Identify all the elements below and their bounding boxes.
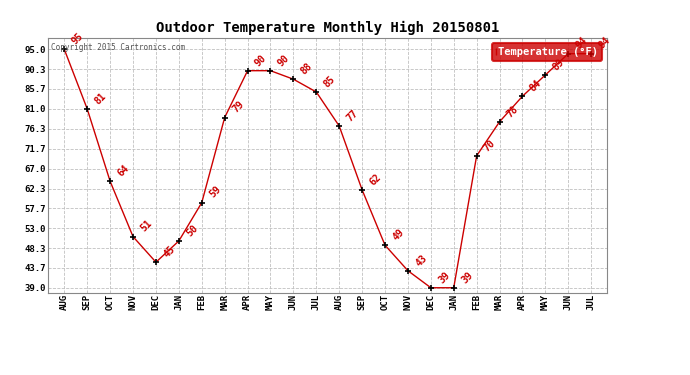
Text: 90: 90 [276, 53, 291, 68]
Text: 81: 81 [92, 91, 108, 106]
Legend: Temperature (°F): Temperature (°F) [491, 43, 602, 61]
Text: 79: 79 [230, 99, 246, 115]
Text: 77: 77 [345, 108, 360, 123]
Text: 50: 50 [184, 223, 200, 238]
Text: 90: 90 [253, 53, 268, 68]
Text: 89: 89 [551, 57, 566, 72]
Text: 70: 70 [482, 138, 497, 153]
Text: 95: 95 [70, 31, 86, 46]
Text: 39: 39 [460, 270, 475, 285]
Text: 43: 43 [413, 252, 429, 268]
Text: Copyright 2015 Cartronics.com: Copyright 2015 Cartronics.com [51, 43, 185, 52]
Text: 51: 51 [139, 219, 154, 234]
Text: 45: 45 [161, 244, 177, 260]
Text: 85: 85 [322, 74, 337, 89]
Title: Outdoor Temperature Monthly High 20150801: Outdoor Temperature Monthly High 2015080… [156, 21, 500, 35]
Text: 78: 78 [505, 104, 520, 119]
Text: 64: 64 [116, 163, 131, 178]
Text: 62: 62 [368, 172, 383, 187]
Text: 84: 84 [528, 78, 544, 93]
Text: 94: 94 [574, 36, 589, 51]
Text: 94: 94 [597, 36, 612, 51]
Text: 88: 88 [299, 61, 315, 76]
Text: 49: 49 [391, 227, 406, 242]
Text: 39: 39 [436, 270, 452, 285]
Text: 59: 59 [207, 184, 223, 200]
